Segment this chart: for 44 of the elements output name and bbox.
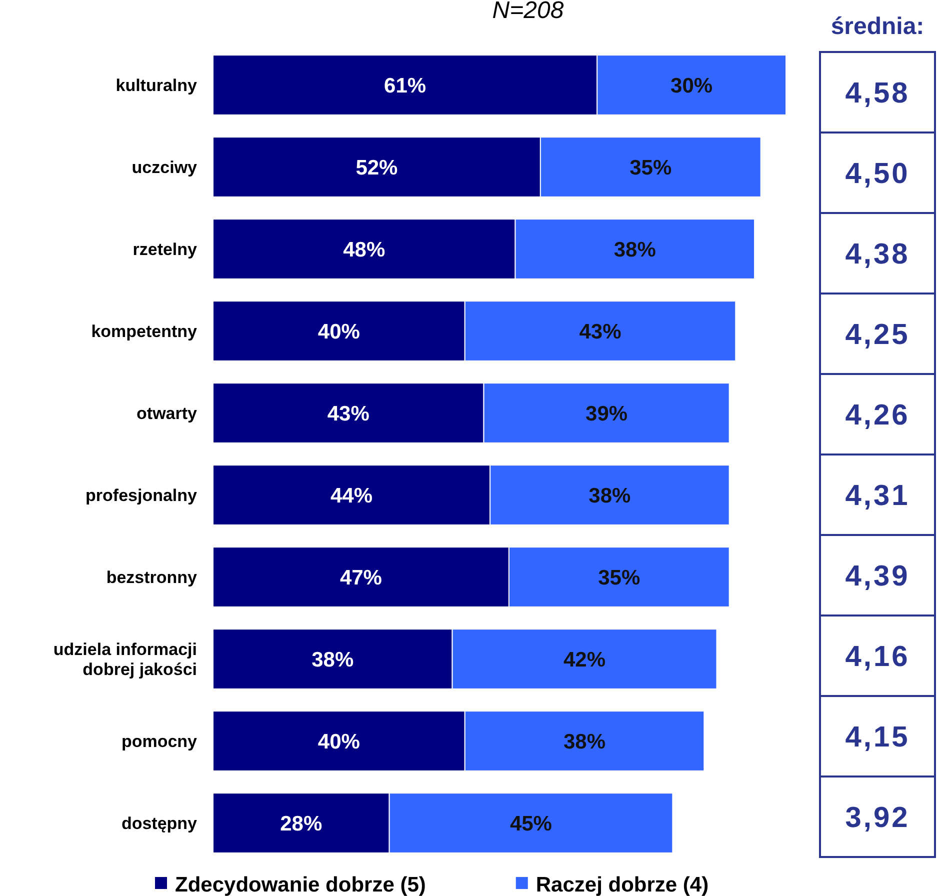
data-label: 44% [330, 484, 373, 508]
data-label: 30% [670, 74, 713, 98]
legend-label: Raczej dobrze (4) [536, 873, 709, 896]
data-label: 61% [384, 74, 426, 98]
text: średnia: [830, 13, 924, 40]
y-tick-label: pomocny [121, 732, 198, 751]
data-label: 35% [598, 566, 640, 590]
data-label: 42% [563, 648, 606, 672]
data-label: 39% [586, 402, 628, 426]
text: 4,39 [845, 560, 910, 592]
data-label: 38% [614, 238, 656, 262]
data-label: 45% [510, 812, 552, 836]
legend-label: Zdecydowanie dobrze (5) [175, 873, 426, 896]
y-tick-label: kompetentny [91, 322, 198, 341]
text: 4,15 [845, 721, 910, 754]
text: 4,16 [845, 640, 910, 673]
y-tick-label: bezstronny [106, 568, 198, 587]
text: 4,26 [845, 399, 910, 432]
data-label: 35% [630, 156, 672, 180]
text: 4,31 [845, 480, 910, 512]
y-tick-label: uczciwy [132, 158, 198, 177]
y-tick-label: profesjonalny [86, 486, 198, 505]
y-tick-label: udziela informacji dobrej jakości [53, 640, 197, 680]
data-label: 43% [327, 402, 370, 426]
data-label: 43% [579, 320, 622, 344]
data-label: 38% [312, 648, 354, 672]
y-tick-label: kulturalny [116, 76, 198, 95]
y-tick-label: rzetelny [132, 240, 198, 259]
text: 4,38 [845, 238, 910, 270]
data-label: 40% [318, 320, 360, 344]
text: 4,58 [845, 77, 910, 110]
data-label: 28% [280, 812, 322, 836]
data-label: 40% [318, 730, 360, 754]
data-label: 52% [356, 156, 398, 180]
data-label: 47% [340, 566, 382, 590]
y-tick-label: otwarty [136, 404, 198, 423]
text: 4,50 [845, 158, 910, 190]
chart-subtitle: N=208 [492, 0, 564, 24]
data-label: 38% [588, 484, 632, 508]
text: 4,25 [845, 318, 910, 351]
text: 3,92 [845, 802, 910, 834]
data-label: 48% [343, 238, 386, 262]
data-label: 38% [563, 730, 606, 754]
y-tick-label: dostępny [121, 814, 198, 833]
